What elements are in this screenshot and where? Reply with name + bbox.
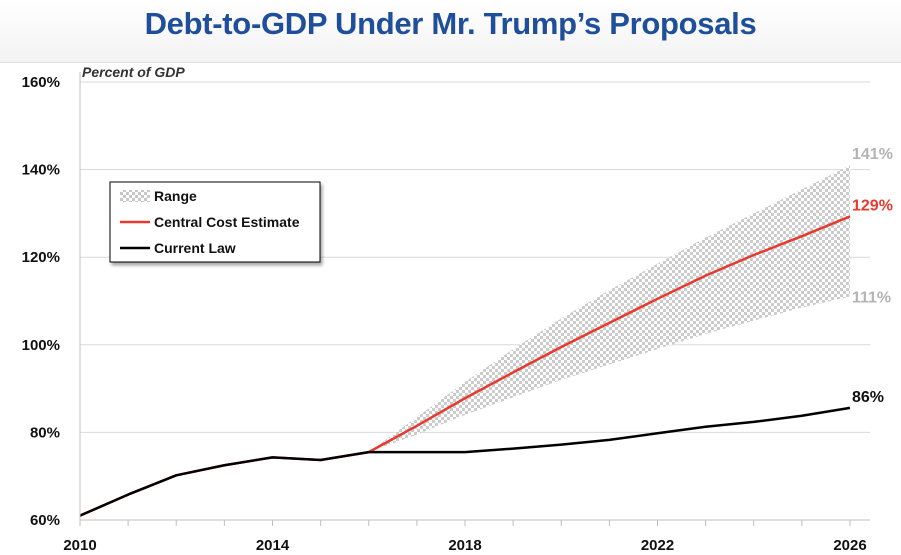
legend-swatch-range: [120, 190, 150, 202]
central-estimate-end-label: 129%: [852, 197, 893, 214]
y-tick-label: 60%: [30, 512, 60, 529]
current-law-line: [80, 408, 850, 516]
legend: Range Central Cost Estimate Current Law: [110, 182, 320, 262]
y-tick-label: 140%: [22, 162, 60, 179]
range-band-layer: [369, 165, 850, 452]
range-low-label: 111%: [852, 290, 891, 307]
range-high-label: 141%: [852, 146, 893, 163]
y-tick-label: 80%: [30, 424, 60, 441]
data-labels: 141% 111% 129% 86%: [852, 146, 893, 406]
x-tick-label: 2014: [256, 537, 290, 554]
y-tick-label: 100%: [22, 337, 60, 354]
x-tick-label: 2010: [63, 537, 96, 554]
legend-label: Range: [154, 188, 197, 204]
legend-label: Current Law: [154, 240, 236, 256]
y-axis-title: Percent of GDP: [82, 64, 185, 80]
x-tick-label: 2018: [448, 537, 481, 554]
x-tick-label: 2026: [833, 537, 866, 554]
y-tick-label: 120%: [22, 249, 60, 266]
y-tick-label: 160%: [22, 74, 60, 91]
x-tick-label: 2022: [641, 537, 674, 554]
range-band: [369, 165, 850, 452]
legend-label: Central Cost Estimate: [154, 214, 300, 230]
current-law-end-label: 86%: [852, 389, 884, 406]
